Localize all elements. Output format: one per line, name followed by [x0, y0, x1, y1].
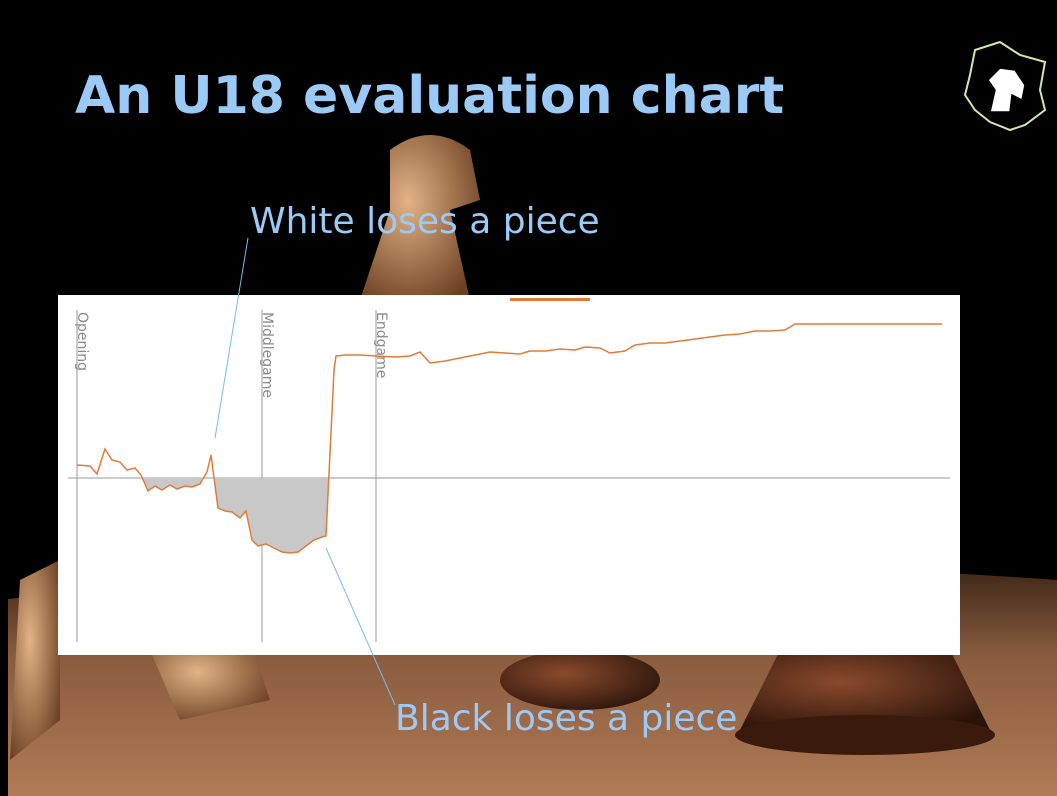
phase-label: Opening — [74, 312, 90, 371]
phase-label: Middlegame — [259, 312, 275, 398]
slide: An U18 evaluation chart White loses a pi… — [0, 0, 1057, 796]
chart-panel — [58, 295, 960, 655]
annotation: Black loses a piece — [395, 698, 737, 739]
piece — [735, 715, 995, 755]
edge — [0, 0, 8, 796]
title: An U18 evaluation chart — [75, 66, 784, 126]
tab-indicator — [510, 298, 590, 301]
phase-label: Endgame — [373, 312, 389, 378]
annotation: White loses a piece — [250, 201, 600, 242]
